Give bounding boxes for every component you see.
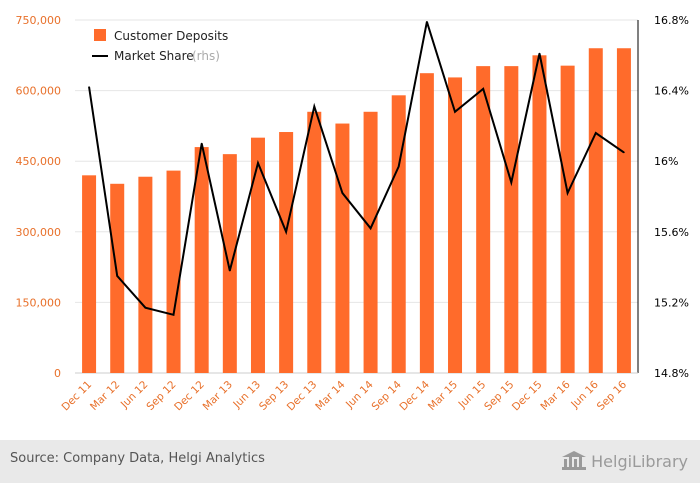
x-tick-label: Mar 15: [426, 379, 460, 413]
line-point: [426, 20, 428, 23]
bar: [138, 176, 153, 373]
bar: [363, 111, 378, 373]
left-tick-label: 150,000: [16, 296, 62, 309]
library-icon: [562, 451, 587, 470]
footer-bar: Source: Company Data, Helgi Analytics He…: [0, 440, 700, 483]
line-point: [566, 192, 569, 194]
bar: [616, 48, 631, 374]
bar: [307, 111, 322, 373]
line-point: [454, 110, 456, 113]
x-tick-label: Sep 16: [595, 378, 630, 413]
right-tick-label: 15.6%: [654, 226, 689, 239]
chart-area: 0 150,000 300,000 450,000 600,000 750,000 14.8…: [16, 14, 689, 414]
x-tick-label: Mar 13: [201, 379, 235, 413]
bar: [419, 73, 434, 373]
x-tick-label: Mar 12: [88, 379, 122, 413]
line-point: [200, 142, 203, 145]
x-tick-label: Sep 12: [144, 379, 178, 413]
line-point: [313, 105, 316, 108]
x-tick-label: Dec 14: [397, 378, 432, 413]
bar: [110, 183, 125, 373]
left-tick-label: 450,000: [16, 155, 62, 168]
bar: [504, 66, 519, 373]
market-share-line: [88, 21, 625, 317]
x-tick-label: Dec 12: [172, 379, 207, 414]
bar: [279, 132, 294, 373]
x-tick-label: Dec 11: [60, 379, 95, 414]
bar: [532, 55, 547, 374]
bar: [560, 65, 575, 373]
line-point: [257, 162, 259, 164]
legend-label-market-share: Market Share: [114, 49, 194, 63]
bar: [250, 137, 265, 373]
line-point: [144, 306, 147, 309]
bar: [82, 175, 97, 373]
bar: [335, 123, 350, 374]
brand-logo[interactable]: HelgiLibrary: [561, 448, 688, 474]
right-tick-label: 14.8%: [654, 367, 689, 380]
bar: [166, 170, 181, 373]
line-point: [172, 313, 175, 316]
line-point: [369, 227, 372, 230]
x-tick-label: Dec 15: [510, 379, 545, 414]
bar: [194, 147, 209, 373]
x-tick-label: Sep 13: [257, 379, 291, 413]
right-tick-label: 15.2%: [654, 296, 689, 309]
line-point: [538, 52, 541, 55]
x-tick-label: Mar 16: [538, 378, 573, 413]
bar: [476, 66, 491, 373]
legend-label-deposits: Customer Deposits: [114, 29, 228, 43]
left-tick-label: 300,000: [16, 226, 62, 239]
legend-rhs-note: (rhs): [192, 49, 220, 63]
bar: [448, 77, 463, 374]
legend-swatch-bar: [94, 29, 106, 41]
right-tick-label: 16%: [654, 155, 678, 168]
left-tick-label: 0: [54, 367, 61, 380]
x-tick-label: Dec 13: [285, 379, 320, 414]
line-point: [510, 181, 513, 184]
bar: [391, 95, 406, 373]
source-note: Source: Company Data, Helgi Analytics: [10, 451, 265, 466]
x-tick-label: Mar 14: [313, 378, 348, 413]
left-tick-label: 750,000: [16, 14, 62, 27]
left-tick-label: 600,000: [16, 85, 62, 98]
line-point: [341, 192, 344, 194]
chart: 0 150,000 300,000 450,000 600,000 750,000 14.8…: [16, 14, 689, 414]
bar: [222, 154, 237, 373]
line-point: [594, 132, 597, 134]
brand-name: HelgiLibrary: [591, 451, 688, 471]
line-point: [482, 88, 484, 90]
right-tick-label: 16.8%: [654, 14, 689, 27]
line-point: [397, 165, 400, 168]
line-point: [623, 151, 625, 154]
right-tick-label: 16.4%: [654, 85, 689, 98]
x-tick-label: Sep 15: [482, 379, 516, 413]
line-point: [229, 269, 231, 272]
line-point: [88, 86, 90, 88]
bar: [588, 48, 603, 374]
line-point: [285, 231, 287, 233]
line-point: [116, 275, 119, 277]
